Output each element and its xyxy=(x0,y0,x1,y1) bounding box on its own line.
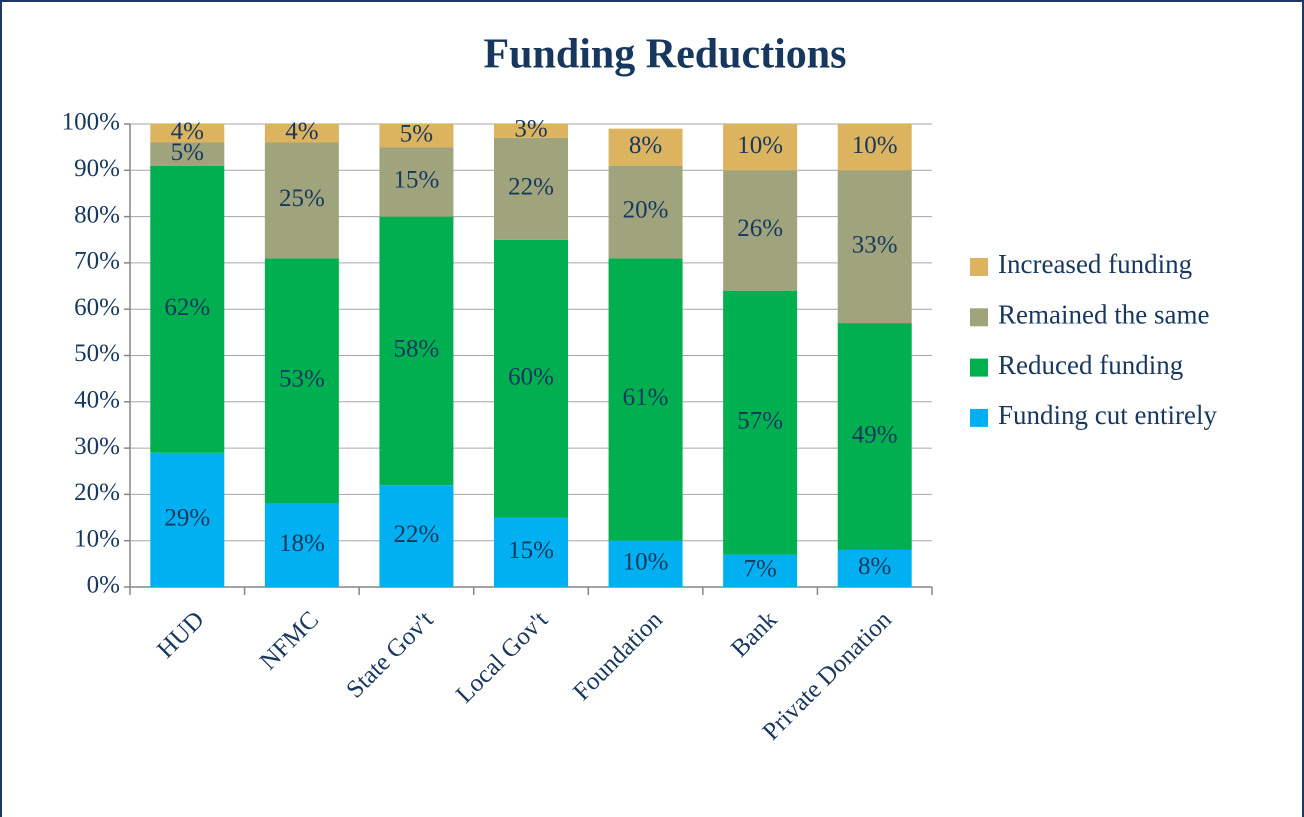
data-label: 10% xyxy=(623,549,669,576)
bar-segment xyxy=(837,170,912,324)
y-tick-label: 60% xyxy=(74,294,120,321)
y-tick-label: 50% xyxy=(74,340,120,367)
data-label: 53% xyxy=(279,366,325,393)
bar-segment xyxy=(723,124,798,171)
x-tick-label: NFMC xyxy=(255,606,324,675)
data-label: 33% xyxy=(852,231,898,258)
y-tick-label: 40% xyxy=(74,387,120,414)
bar-segment xyxy=(150,452,225,587)
bar-segment xyxy=(837,549,912,587)
bar-segment xyxy=(837,124,912,171)
legend-label: Remained the same xyxy=(998,300,1209,330)
bar-segment xyxy=(379,124,454,148)
data-label: 22% xyxy=(508,174,554,201)
bar-segment xyxy=(494,517,568,587)
data-label: 5% xyxy=(171,139,204,166)
data-label: 26% xyxy=(737,215,783,242)
legend-label: Reduced funding xyxy=(998,350,1183,380)
bar-segment xyxy=(608,165,683,259)
bar-segment xyxy=(150,165,225,453)
y-tick-label: 0% xyxy=(87,572,120,599)
bar-segment xyxy=(494,137,568,240)
bar-segment xyxy=(723,290,798,555)
bar-segment xyxy=(264,124,339,143)
data-label: 20% xyxy=(623,197,669,224)
legend-label: Increased funding xyxy=(998,249,1192,279)
data-label: 62% xyxy=(164,294,210,321)
data-label: 4% xyxy=(285,118,318,145)
bar-segment xyxy=(264,258,339,504)
data-label: 22% xyxy=(394,521,440,548)
y-tick-label: 100% xyxy=(62,109,120,136)
data-label: 18% xyxy=(279,530,325,557)
x-tick-label: Bank xyxy=(726,606,783,663)
data-label: 58% xyxy=(394,336,440,363)
bar-segment xyxy=(379,147,454,217)
data-label: 7% xyxy=(743,556,776,583)
bar-segment xyxy=(837,323,912,550)
data-label: 49% xyxy=(852,421,898,448)
data-label: 57% xyxy=(737,407,783,434)
data-label: 25% xyxy=(279,185,325,212)
data-label: 8% xyxy=(629,132,662,159)
data-label: 8% xyxy=(858,553,891,580)
data-label: 5% xyxy=(400,120,433,147)
bar-segment xyxy=(150,142,225,166)
data-label: 29% xyxy=(164,505,210,532)
bar-segment xyxy=(723,554,798,587)
bar-segment xyxy=(264,503,339,587)
x-tick-label: Foundation xyxy=(568,606,668,706)
bar-segment xyxy=(379,485,454,587)
bar-segment xyxy=(723,170,798,291)
bar-segment xyxy=(494,239,568,518)
data-label: 15% xyxy=(508,537,554,564)
legend-swatch xyxy=(970,358,988,377)
y-tick-label: 70% xyxy=(74,248,120,275)
bar-segment xyxy=(264,142,339,259)
data-label: 10% xyxy=(852,132,898,159)
data-label: 60% xyxy=(508,363,554,390)
y-tick-label: 10% xyxy=(74,525,120,552)
bar-segment xyxy=(150,124,225,143)
y-tick-label: 30% xyxy=(74,433,120,460)
y-tick-label: 20% xyxy=(74,479,120,506)
bar-segment xyxy=(608,540,683,587)
data-label: 61% xyxy=(623,384,669,411)
y-tick-label: 90% xyxy=(74,155,120,182)
x-tick-label: HUD xyxy=(152,606,209,663)
chart-title: Funding Reductions xyxy=(484,32,847,78)
legend-swatch xyxy=(970,308,988,327)
data-label: 15% xyxy=(394,167,440,194)
legend-swatch xyxy=(970,258,988,276)
bar-segment xyxy=(494,124,568,138)
data-label: 10% xyxy=(737,132,783,159)
x-tick-label: Local Gov't xyxy=(451,606,553,708)
data-label: 3% xyxy=(514,116,547,143)
bar-segment xyxy=(608,258,683,541)
bar-segment xyxy=(379,216,454,486)
bar-segment xyxy=(608,128,683,166)
data-label: 4% xyxy=(171,118,204,145)
y-tick-label: 80% xyxy=(74,201,120,228)
legend-label: Funding cut entirely xyxy=(998,400,1217,430)
x-tick-label: State Gov't xyxy=(341,606,438,703)
legend-swatch xyxy=(970,408,988,427)
